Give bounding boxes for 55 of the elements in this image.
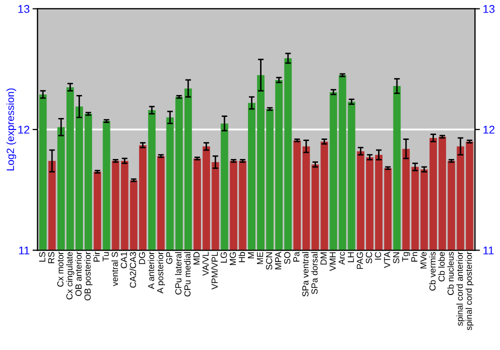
y-axis-title: Log2 (expression): [6, 88, 16, 170]
y-tick-label: 13: [18, 5, 30, 13]
x-tick-label: MG: [230, 252, 236, 266]
x-tick-label: VA/VL: [202, 252, 209, 276]
x-tick-label: PAG: [356, 252, 363, 269]
x-tick-label: SN: [393, 252, 400, 264]
x-tick-label: A posterior: [156, 252, 166, 294]
x-tick-label: LS: [39, 252, 46, 262]
x-tick-label: Hb: [238, 252, 245, 262]
x-tick-label: IC: [374, 252, 382, 260]
x-tick-label: RS: [48, 252, 54, 264]
x-tick-label: ventral S: [111, 252, 118, 286]
x-tick-label: SCN: [266, 252, 272, 270]
x-tick-label: Cx motor: [57, 252, 64, 287]
x-tick-label: MD: [193, 252, 200, 265]
x-tick-label: LH: [348, 252, 354, 262]
y-tick-label: 11: [19, 246, 30, 254]
y2-tick-label: 13: [483, 5, 495, 13]
x-tick-label: CPu lateral: [175, 252, 182, 294]
x-tick-label: SC: [366, 252, 372, 264]
y-tick-label: 12: [18, 126, 30, 134]
x-tick-label: LG: [220, 252, 227, 263]
x-tick-label: MPA: [275, 252, 282, 270]
y2-tick-label: 11: [483, 246, 494, 254]
y2-tick-label: 12: [483, 126, 494, 134]
x-tick-label: Pir: [93, 252, 100, 262]
x-tick-label: SO: [284, 252, 290, 264]
x-tick-label: VMH: [330, 252, 336, 272]
x-tick-label: DM: [320, 252, 327, 265]
x-tick-label: VPM/VPL: [211, 252, 218, 290]
x-tick-label: Cb vermis: [429, 252, 436, 291]
x-tick-label: SPa ventral: [302, 252, 309, 296]
x-tick-label: ME: [257, 252, 264, 264]
x-tick-label: A anterior: [148, 252, 154, 290]
x-tick-label: DG: [138, 252, 146, 264]
x-tick-label: OB anterior: [75, 252, 82, 296]
x-tick-label: spinal cord posterior: [465, 252, 474, 330]
x-tick-label: VTA: [384, 252, 390, 268]
x-tick-label: Pn: [411, 252, 418, 262]
x-tick-label: Cb lobe: [438, 252, 445, 282]
x-tick-label: Tu: [102, 252, 109, 262]
x-tick-label: M: [248, 252, 254, 258]
x-tick-label: CPu medial: [184, 252, 191, 296]
x-tick-label: Arc: [338, 252, 345, 265]
x-tick-label: CA2/CA3: [130, 252, 136, 288]
x-tick-label: OB posterior: [84, 252, 92, 300]
x-tick-label: SPa dorsal: [311, 252, 318, 294]
x-tick-label: Cx cingulate: [66, 252, 74, 300]
x-tick-label: GP: [166, 252, 172, 264]
x-tick-label: MVe: [420, 252, 427, 268]
x-tick-label: Tg: [402, 252, 410, 262]
x-tick-label: Cb nucleus: [447, 252, 454, 295]
x-tick-label: Pa: [293, 252, 300, 262]
x-tick-label: CA1: [120, 252, 127, 268]
x-tick-label: spinal cord anterior: [456, 252, 465, 326]
